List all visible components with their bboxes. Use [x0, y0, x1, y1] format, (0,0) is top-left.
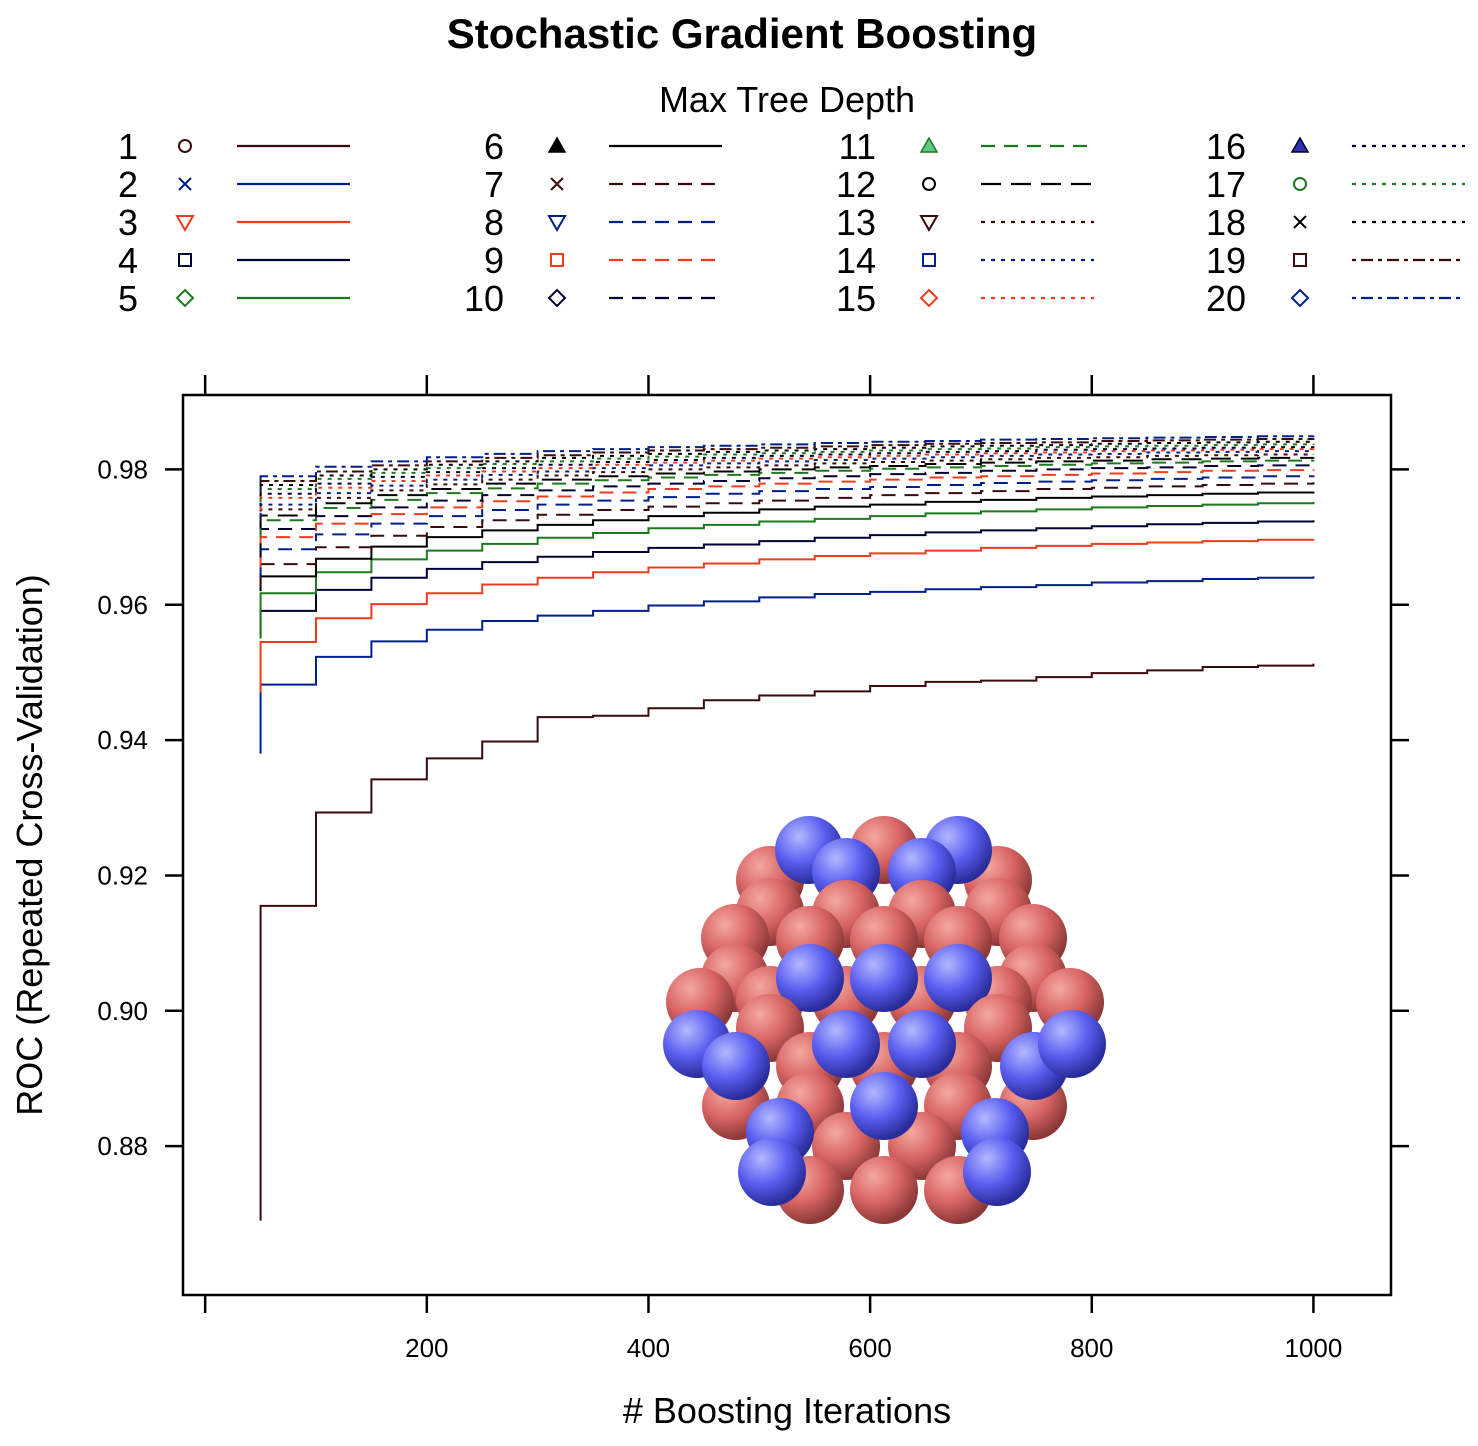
legend-symbol-16 — [1290, 136, 1310, 153]
legend-label-3: 3 — [118, 202, 138, 243]
legend-label-17: 17 — [1206, 164, 1246, 205]
legend-symbol-9 — [550, 253, 564, 267]
legend-symbol-13 — [919, 215, 939, 233]
legend-label-2: 2 — [118, 164, 138, 205]
legend-label-10: 10 — [464, 278, 504, 319]
y-tick-label: 0.96 — [97, 590, 148, 620]
legend-label-16: 16 — [1206, 126, 1246, 167]
legend-symbol-17 — [1293, 177, 1307, 191]
legend-symbol-3 — [175, 215, 195, 233]
blue-sphere — [812, 1010, 880, 1078]
x-tick-label: 800 — [1070, 1333, 1113, 1363]
series-line-18 — [259, 440, 1315, 497]
y-tick-label: 0.92 — [97, 860, 148, 890]
legend-symbol-2 — [178, 177, 192, 191]
legend-label-4: 4 — [118, 240, 138, 281]
series-line-6 — [259, 491, 1315, 592]
legend-symbol-14 — [922, 253, 936, 267]
legend-symbol-10 — [547, 288, 567, 308]
legend-title: Max Tree Depth — [659, 79, 915, 120]
legend-label-13: 13 — [836, 202, 876, 243]
legend-symbol-19 — [1293, 253, 1307, 267]
y-tick-label: 0.88 — [97, 1131, 148, 1161]
series-line-13 — [259, 453, 1315, 522]
series-line-14 — [259, 450, 1315, 517]
legend-label-14: 14 — [836, 240, 876, 281]
legend-label-7: 7 — [484, 164, 504, 205]
legend-symbol-4 — [178, 253, 192, 267]
legend-symbol-15 — [919, 288, 939, 308]
legend-label-20: 20 — [1206, 278, 1246, 319]
legend-label-11: 11 — [839, 126, 876, 167]
legend-label-12: 12 — [836, 164, 876, 205]
series-line-20 — [259, 435, 1315, 490]
red-sphere — [850, 1156, 918, 1224]
legend-label-18: 18 — [1206, 202, 1246, 243]
x-tick-label: 600 — [848, 1333, 891, 1363]
x-tick-label: 1000 — [1285, 1333, 1343, 1363]
series-line-19 — [259, 437, 1315, 494]
legend-symbol-18 — [1293, 215, 1307, 229]
series-line-9 — [259, 469, 1315, 568]
legend-label-19: 19 — [1206, 240, 1246, 281]
legend-symbol-8 — [547, 215, 567, 233]
y-tick-label: 0.98 — [97, 454, 148, 484]
legend-symbol-11 — [919, 136, 939, 153]
x-tick-label: 200 — [405, 1333, 448, 1363]
blue-sphere — [702, 1032, 770, 1100]
series-line-3 — [259, 538, 1315, 693]
series-line-5 — [259, 501, 1315, 639]
series-line-8 — [259, 475, 1315, 578]
legend-label-1: 1 — [118, 126, 138, 167]
legend-label-5: 5 — [118, 278, 138, 319]
legend-label-6: 6 — [484, 126, 504, 167]
series-line-1 — [259, 663, 1315, 1221]
x-axis-label: # Boosting Iterations — [623, 1390, 951, 1431]
legend-label-9: 9 — [484, 240, 504, 281]
blue-sphere — [888, 1010, 956, 1078]
series-line-10 — [259, 464, 1315, 558]
y-tick-label: 0.94 — [97, 725, 148, 755]
blue-sphere — [963, 1138, 1031, 1206]
series-lines — [259, 435, 1315, 1221]
series-line-2 — [259, 576, 1315, 754]
legend-label-8: 8 — [484, 202, 504, 243]
series-line-4 — [259, 520, 1315, 636]
legend-symbol-20 — [1290, 288, 1310, 308]
series-line-7 — [259, 482, 1315, 588]
blue-sphere — [1038, 1010, 1106, 1078]
blue-sphere — [850, 1072, 918, 1140]
y-axis-label: ROC (Repeated Cross-Validation) — [9, 574, 50, 1116]
chart-title: Stochastic Gradient Boosting — [447, 10, 1037, 57]
plot-frame — [181, 393, 1393, 1297]
x-tick-label: 400 — [627, 1333, 670, 1363]
blue-sphere — [924, 944, 992, 1012]
y-tick-label: 0.90 — [97, 996, 148, 1026]
blue-sphere — [738, 1138, 806, 1206]
series-line-17 — [259, 443, 1315, 502]
legend-symbol-6 — [547, 136, 567, 153]
axis-ticks: 200 400 600 800 1000 0.88 0.90 0.92 0.94 0.96 0.98 — [97, 375, 1409, 1363]
blue-sphere — [776, 944, 844, 1012]
legend-symbol-12 — [922, 177, 936, 191]
legend-symbol-5 — [175, 288, 195, 308]
legend-symbol-7 — [550, 177, 564, 191]
blue-sphere — [850, 944, 918, 1012]
legend-label-15: 15 — [836, 278, 876, 319]
inset-image — [663, 816, 1106, 1224]
legend-symbol-1 — [178, 139, 192, 153]
series-line-12 — [259, 456, 1315, 529]
